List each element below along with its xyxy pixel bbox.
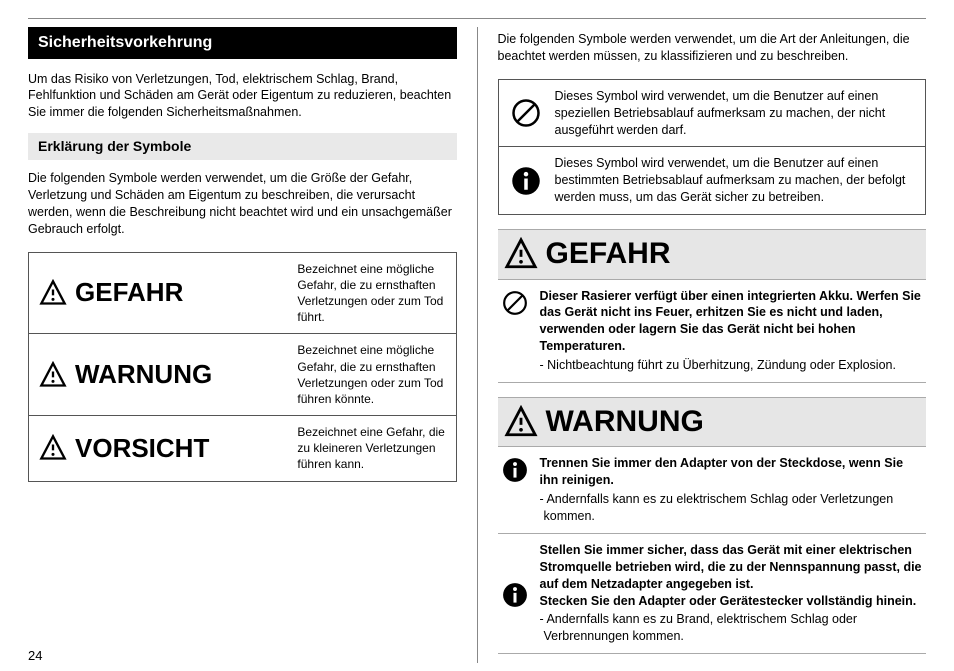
section-header: Sicherheitsvorkehrung xyxy=(28,27,457,59)
notice-text: Stellen Sie immer sicher, dass das Gerät… xyxy=(540,542,923,645)
warn-label-text: WARNUNG xyxy=(75,357,212,392)
prohibit-icon xyxy=(502,288,530,316)
notice-text: Dieser Rasierer verfügt über einen integ… xyxy=(540,288,923,374)
intro2-text: Die folgenden Symbole werden verwendet, … xyxy=(28,170,457,238)
warn-desc: Bezeichnet eine mögliche Gefahr, die zu … xyxy=(293,253,455,334)
notice-bold: Dieser Rasierer verfügt über einen integ… xyxy=(540,288,923,356)
notice-warnung-1: Trennen Sie immer den Adapter von der St… xyxy=(498,447,927,534)
warn-row-vorsicht: VORSICHT Bezeichnet eine Gefahr, die zu … xyxy=(29,416,456,481)
warning-triangle-icon xyxy=(39,279,67,307)
symbol-legend-box: Dieses Symbol wird verwendet, um die Ben… xyxy=(498,79,927,215)
right-intro: Die folgenden Symbole werden verwendet, … xyxy=(498,31,927,65)
notice-bold-2: Stecken Sie den Adapter oder Gerätesteck… xyxy=(540,593,923,610)
notice-warnung-2: Stellen Sie immer sicher, dass das Gerät… xyxy=(498,534,927,654)
notice-bold: Trennen Sie immer den Adapter von der St… xyxy=(540,455,923,489)
mandatory-icon xyxy=(509,166,543,196)
symbol-text: Dieses Symbol wird verwendet, um die Ben… xyxy=(555,88,916,139)
heading-text: WARNUNG xyxy=(546,402,704,443)
left-column: Sicherheitsvorkehrung Um das Risiko von … xyxy=(28,27,457,663)
page-number: 24 xyxy=(28,647,42,665)
warning-triangle-icon xyxy=(504,237,538,271)
warn-desc: Bezeichnet eine mögliche Gefahr, die zu … xyxy=(293,334,455,415)
notice-sub: - Andernfalls kann es zu elektrischem Sc… xyxy=(540,491,923,525)
warn-label: GEFAHR xyxy=(29,253,293,334)
page-root: Sicherheitsvorkehrung Um das Risiko von … xyxy=(28,18,926,663)
symbol-row-mandatory: Dieses Symbol wird verwendet, um die Ben… xyxy=(499,147,926,214)
warn-label-text: VORSICHT xyxy=(75,431,209,466)
notice-gefahr: Dieser Rasierer verfügt über einen integ… xyxy=(498,280,927,383)
warn-label: WARNUNG xyxy=(29,334,293,415)
warn-row-gefahr: GEFAHR Bezeichnet eine mögliche Gefahr, … xyxy=(29,253,456,335)
warn-label-text: GEFAHR xyxy=(75,275,183,310)
warning-triangle-icon xyxy=(504,405,538,439)
mandatory-icon xyxy=(502,455,530,483)
heading-warnung: WARNUNG xyxy=(498,397,927,448)
warning-triangle-icon xyxy=(39,361,67,389)
intro-text: Um das Risiko von Verletzungen, Tod, ele… xyxy=(28,71,457,122)
notice-bold-1: Stellen Sie immer sicher, dass das Gerät… xyxy=(540,542,923,593)
symbol-row-prohibit: Dieses Symbol wird verwendet, um die Ben… xyxy=(499,80,926,148)
warn-desc: Bezeichnet eine Gefahr, die zu kleineren… xyxy=(293,416,455,481)
heading-text: GEFAHR xyxy=(546,234,671,275)
mandatory-icon xyxy=(502,580,530,608)
warning-level-table: GEFAHR Bezeichnet eine mögliche Gefahr, … xyxy=(28,252,457,482)
right-column: Die folgenden Symbole werden verwendet, … xyxy=(498,27,927,663)
notice-sub: - Nichtbeachtung führt zu Überhitzung, Z… xyxy=(540,357,923,374)
column-divider xyxy=(477,27,478,663)
heading-gefahr: GEFAHR xyxy=(498,229,927,280)
symbol-text: Dieses Symbol wird verwendet, um die Ben… xyxy=(555,155,916,206)
notice-text: Trennen Sie immer den Adapter von der St… xyxy=(540,455,923,525)
warn-label: VORSICHT xyxy=(29,416,293,481)
warning-triangle-icon xyxy=(39,434,67,462)
notice-sub: - Andernfalls kann es zu Brand, elektris… xyxy=(540,611,923,645)
warn-row-warnung: WARNUNG Bezeichnet eine mögliche Gefahr,… xyxy=(29,334,456,416)
prohibit-icon xyxy=(509,98,543,128)
sub-header: Erklärung der Symbole xyxy=(28,133,457,160)
